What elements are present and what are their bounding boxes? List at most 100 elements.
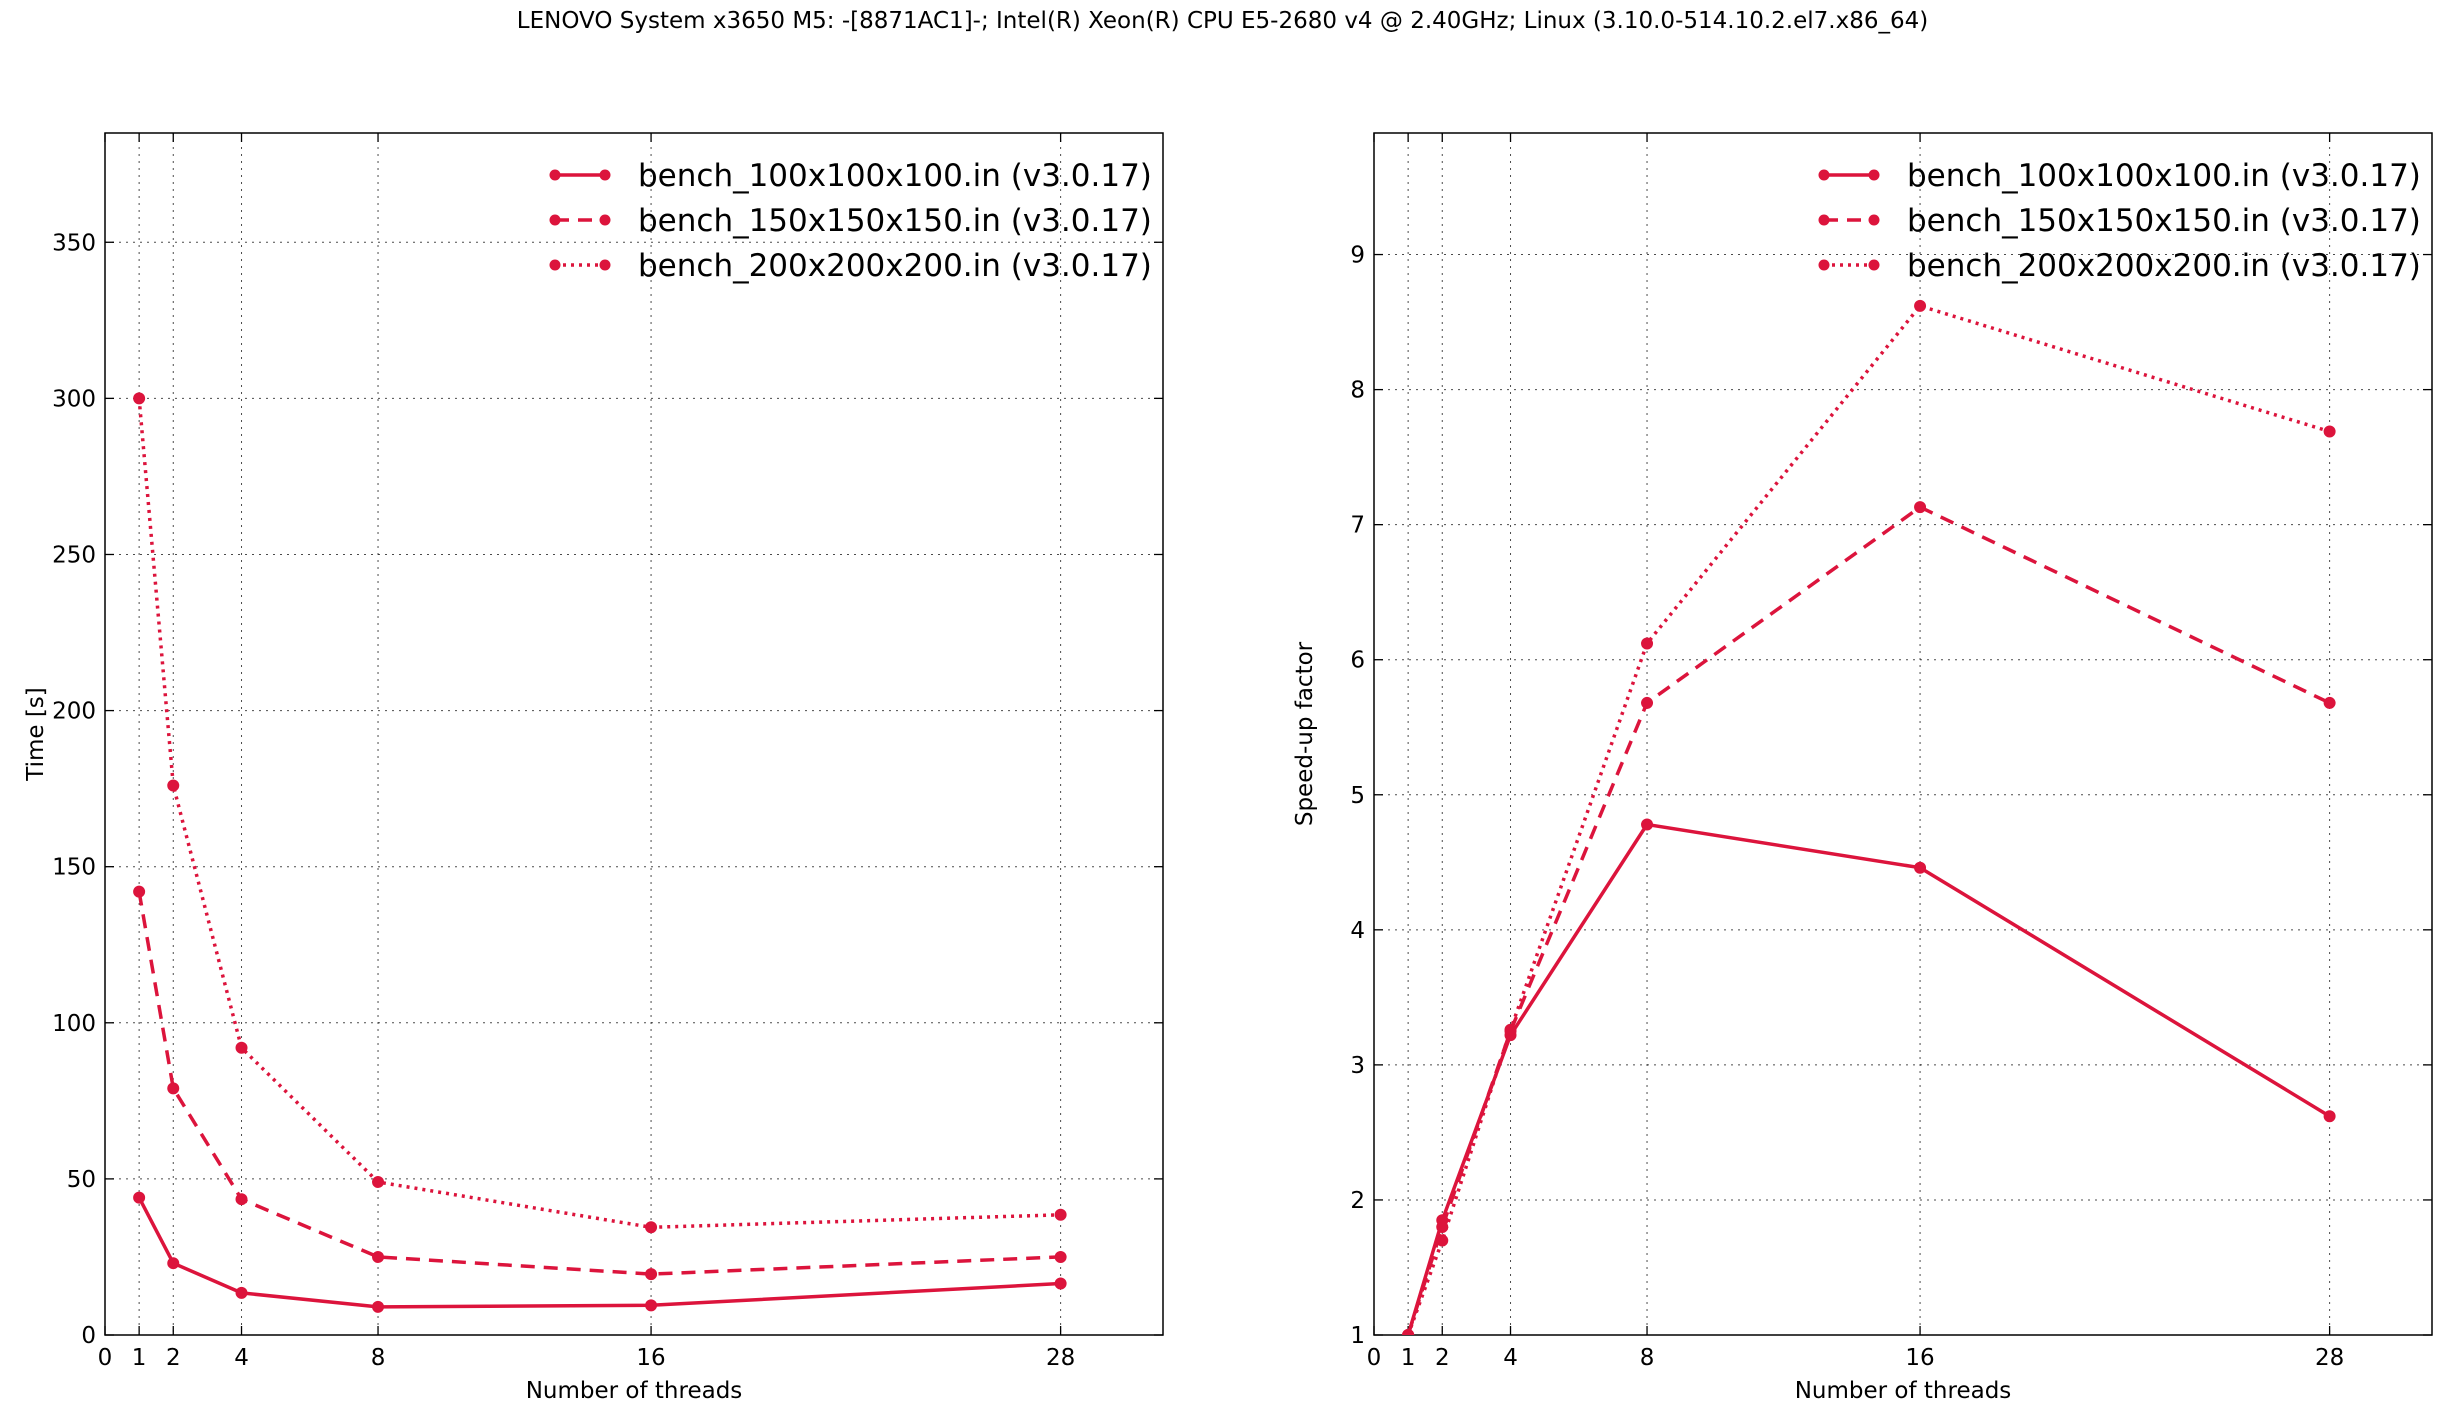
y-tick-label: 6: [1350, 648, 1365, 674]
chart-1-series-1-point: [372, 1300, 385, 1313]
y-tick-label: 9: [1350, 243, 1365, 269]
chart-2-series-1-line: [1406, 822, 2331, 1335]
legend-marker: [549, 169, 561, 181]
chart-1-series-1-point: [645, 1299, 658, 1312]
legend-marker: [1818, 214, 1830, 226]
x-tick-label: 8: [371, 1345, 386, 1371]
chart-2-grid: [1374, 133, 2432, 1335]
x-tick-label: 4: [1503, 1345, 1518, 1371]
legend-label: bench_100x100x100.in (v3.0.17): [1907, 158, 2421, 194]
chart-1-series-1-point: [133, 1191, 146, 1204]
chart-1-axes-frame: [104, 132, 1164, 1336]
chart-2-axes-frame: [1373, 132, 2433, 1336]
y-tick-label: 2: [1350, 1188, 1365, 1214]
chart-2-series-2-point: [1436, 1220, 1449, 1233]
chart-2-x-axis-label: Number of threads: [1795, 1378, 2012, 1404]
legend-label: bench_100x100x100.in (v3.0.17): [638, 158, 1152, 194]
chart-1-x-axis-label: Number of threads: [526, 1378, 743, 1404]
chart-1-series-2-point: [133, 885, 146, 898]
chart-1-series-2-point: [235, 1193, 248, 1206]
chart-2-series-1-point: [1914, 861, 1927, 874]
chart-1-legend: bench_100x100x100.in (v3.0.17) bench_150x…: [549, 158, 1152, 284]
x-tick-label: 8: [1640, 1345, 1655, 1371]
legend-label: bench_150x150x150.in (v3.0.17): [638, 203, 1152, 239]
y-tick-label: 300: [52, 386, 96, 412]
chart-2-legend: bench_100x100x100.in (v3.0.17) bench_150x…: [1818, 158, 2421, 284]
chart-2-series-3-point: [1504, 1023, 1517, 1036]
chart-2-series-3-point: [1402, 1329, 1415, 1335]
chart-2-series-3-point: [1914, 299, 1927, 312]
chart-2-series-2-point: [1914, 501, 1927, 514]
y-tick-label: 1: [1350, 1323, 1365, 1349]
legend-marker: [549, 259, 561, 271]
chart-1-series-1-point: [1054, 1277, 1067, 1290]
chart-2-series-2-line: [1406, 505, 2331, 1335]
chart-1-series-3-point: [1054, 1208, 1067, 1221]
y-tick-label: 100: [52, 1011, 96, 1037]
chart-1-series-2-line: [137, 891, 1061, 1276]
chart-1-series-3-point: [235, 1041, 248, 1054]
y-tick-label: 350: [52, 230, 96, 256]
chart-2-series-2-point: [1641, 696, 1654, 709]
y-tick-label: 50: [67, 1167, 96, 1193]
x-tick-label: 0: [98, 1345, 113, 1371]
chart-1-series-1-point: [235, 1286, 248, 1299]
legend-label: bench_150x150x150.in (v3.0.17): [1907, 203, 2421, 239]
y-tick-label: 4: [1350, 918, 1365, 944]
x-tick-label: 16: [1905, 1345, 1934, 1371]
y-tick-label: 0: [81, 1323, 96, 1349]
x-tick-label: 2: [166, 1345, 181, 1371]
chart-1-series-3-point: [645, 1221, 658, 1234]
chart-2-series-3-point: [1436, 1234, 1449, 1247]
chart-1-series-3-point: [167, 779, 180, 792]
y-tick-label: 3: [1350, 1053, 1365, 1079]
legend-marker: [1868, 259, 1880, 271]
chart-2-series-2-point: [2323, 696, 2336, 709]
y-tick-label: 8: [1350, 378, 1365, 404]
legend-marker: [1818, 169, 1830, 181]
x-tick-label: 1: [132, 1345, 147, 1371]
x-tick-label: 4: [234, 1345, 249, 1371]
chart-1-series-2-point: [645, 1268, 658, 1281]
chart-2-series-1-point: [1641, 818, 1654, 831]
chart-1-y-axis-label: Time [s]: [23, 687, 49, 782]
chart-1-series-3-line: [137, 398, 1061, 1230]
chart-2-y-axis-label: Speed-up factor: [1292, 641, 1318, 826]
x-tick-label: 28: [2315, 1345, 2344, 1371]
legend-marker: [1818, 259, 1830, 271]
chart-2-series-3-line: [1406, 304, 2331, 1335]
chart-1-series-1-point: [167, 1257, 180, 1270]
legend-marker: [1868, 169, 1880, 181]
chart-1-series-2-point: [1054, 1250, 1067, 1263]
y-tick-label: 5: [1350, 783, 1365, 809]
chart-2-series-1-point: [2323, 1110, 2336, 1123]
chart-2-series-3-point: [2323, 425, 2336, 438]
chart-1-grid: [105, 133, 1163, 1335]
chart-1-series-3-point: [372, 1176, 385, 1189]
chart-1-plot-area: [133, 392, 1067, 1313]
x-tick-label: 2: [1435, 1345, 1450, 1371]
legend-label: bench_200x200x200.in (v3.0.17): [1907, 248, 2421, 284]
x-tick-label: 1: [1401, 1345, 1416, 1371]
legend-label: bench_200x200x200.in (v3.0.17): [638, 248, 1152, 284]
legend-marker: [1868, 214, 1880, 226]
chart-1-series-1-line: [137, 1196, 1061, 1309]
chart-2-series-3-point: [1641, 637, 1654, 650]
y-tick-label: 7: [1350, 513, 1365, 539]
x-tick-label: 16: [636, 1345, 665, 1371]
chart-2-plot-area: [1402, 299, 2336, 1335]
chart-1-series-2-point: [167, 1082, 180, 1095]
x-tick-label: 0: [1367, 1345, 1382, 1371]
legend-marker: [599, 259, 611, 271]
x-tick-label: 28: [1046, 1345, 1075, 1371]
y-tick-label: 200: [52, 699, 96, 725]
legend-marker: [599, 214, 611, 226]
legend-marker: [549, 214, 561, 226]
chart-1-series-2-point: [372, 1250, 385, 1263]
legend-marker: [599, 169, 611, 181]
figure-suptitle: LENOVO System x3650 M5: -[8871AC1]-; Int…: [516, 8, 1929, 34]
y-tick-label: 150: [52, 855, 96, 881]
